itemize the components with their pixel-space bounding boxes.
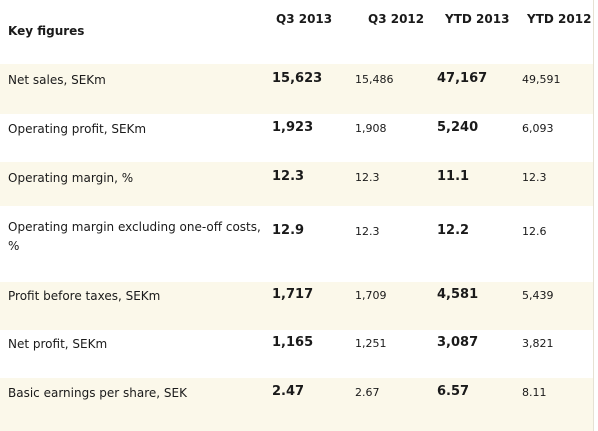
table-header-row: Key figures Q3 2013 Q3 2012 YTD 2013 YTD… [0,0,593,64]
cell-ytd-2012: 5,439 [522,289,554,302]
header-q3-2013: Q3 2013 [276,12,333,26]
table-row-basic-eps: Basic earnings per share, SEK 2.47 2.67 … [0,378,593,431]
cell-q3-2012: 2.67 [355,386,380,399]
row-label: Net sales, SEKm [8,73,106,87]
cell-q3-2013: 1,923 [272,120,314,135]
cell-ytd-2013: 5,240 [437,120,479,135]
row-label: Profit before taxes, SEKm [8,289,161,303]
cell-q3-2013: 12.3 [272,169,305,184]
table-row-operating-margin: Operating margin, % 12.3 12.3 11.1 12.3 [0,162,593,206]
row-label: Operating profit, SEKm [8,122,147,136]
cell-ytd-2013: 47,167 [437,71,488,86]
cell-ytd-2012: 12.3 [522,171,547,184]
cell-ytd-2013: 6.57 [437,384,470,399]
header-label: Key figures [8,24,85,38]
cell-ytd-2012: 3,821 [522,337,554,350]
row-label: Basic earnings per share, SEK [8,386,187,400]
cell-q3-2013: 1,717 [272,287,314,302]
cell-q3-2012: 1,251 [355,337,387,350]
row-label: Operating margin excluding one-off costs… [8,220,261,253]
cell-q3-2012: 12.3 [355,171,380,184]
cell-q3-2012: 12.3 [355,225,380,238]
cell-ytd-2013: 4,581 [437,287,479,302]
table-row-profit-before-taxes: Profit before taxes, SEKm 1,717 1,709 4,… [0,282,593,330]
table-row-operating-margin-excl: Operating margin excluding one-off costs… [0,206,593,282]
header-ytd-2012: YTD 2012 [527,12,592,26]
cell-q3-2012: 15,486 [355,73,394,86]
row-label: Operating margin, % [8,171,134,185]
cell-q3-2013: 2.47 [272,384,305,399]
table-row-net-profit: Net profit, SEKm 1,165 1,251 3,087 3,821 [0,330,593,378]
table-row-net-sales: Net sales, SEKm 15,623 15,486 47,167 49,… [0,64,593,114]
cell-q3-2013: 12.9 [272,223,305,238]
cell-ytd-2013: 11.1 [437,169,470,184]
header-ytd-2013: YTD 2013 [445,12,510,26]
cell-ytd-2012: 49,591 [522,73,561,86]
cell-ytd-2012: 8.11 [522,386,547,399]
cell-ytd-2012: 6,093 [522,122,554,135]
header-q3-2012: Q3 2012 [368,12,425,26]
cell-ytd-2013: 12.2 [437,223,470,238]
row-label: Net profit, SEKm [8,337,108,351]
cell-ytd-2013: 3,087 [437,335,479,350]
cell-q3-2012: 1,709 [355,289,387,302]
cell-q3-2012: 1,908 [355,122,387,135]
cell-ytd-2012: 12.6 [522,225,547,238]
table-row-operating-profit: Operating profit, SEKm 1,923 1,908 5,240… [0,114,593,162]
cell-q3-2013: 15,623 [272,71,323,86]
cell-q3-2013: 1,165 [272,335,314,350]
